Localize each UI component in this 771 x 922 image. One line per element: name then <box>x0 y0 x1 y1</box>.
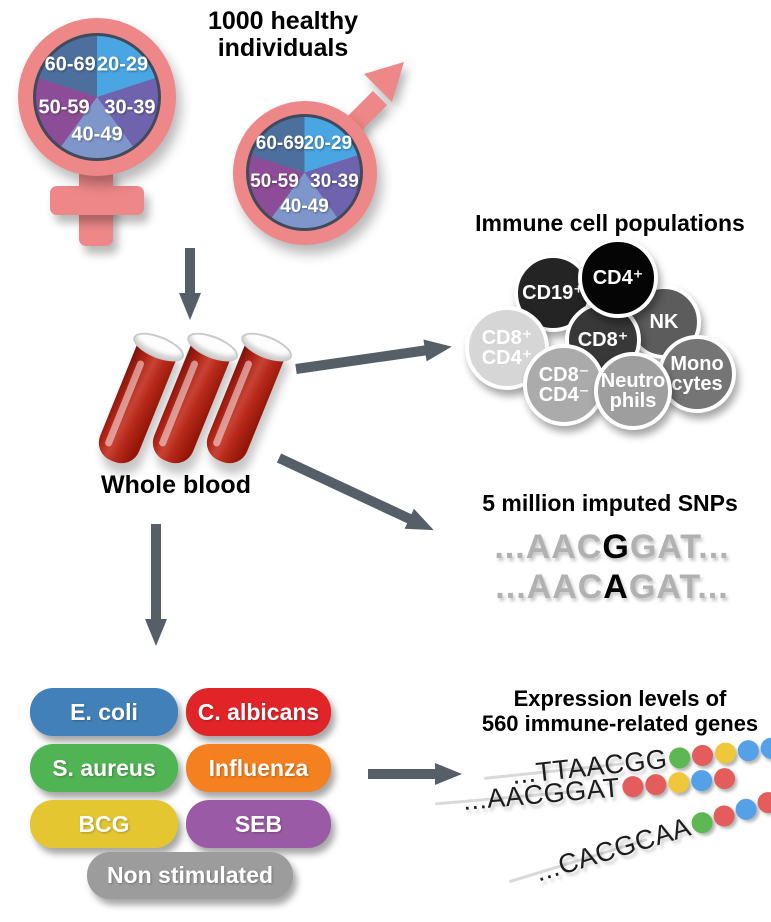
page-title-line2: individuals <box>217 34 349 62</box>
stimulus-pill-non-stimulated: Non stimulated <box>87 852 293 899</box>
expression-dot-red <box>710 802 738 829</box>
snp-sequence-1: ...AACGGAT... <box>462 528 762 567</box>
stimulus-pill-influenza: Influenza <box>186 744 331 792</box>
snp-variant: A <box>603 568 629 606</box>
expression-dot-blue <box>689 768 713 792</box>
blood-tubes-icon <box>93 326 296 473</box>
age-group-label-60-69: 60-69 <box>44 53 96 76</box>
expression-dot-blue <box>736 738 760 762</box>
age-group-label-20-29: 20-29 <box>97 53 149 76</box>
snps-title: 5 million imputed SNPs <box>482 490 738 516</box>
expression-title-line2: 560 immune-related genes <box>481 711 759 736</box>
stimulus-pill-seb: SEB <box>186 800 331 848</box>
expression-dot-blue <box>759 736 771 760</box>
female-age-pie: 20-29 30-39 40-49 50-59 60-69 <box>33 33 161 161</box>
expression-dot-green <box>688 809 716 836</box>
age-group-label-50-59: 50-59 <box>38 96 90 119</box>
strand-sequence: ...CACGCAA <box>531 811 695 887</box>
stimulus-pill-bcg: BCG <box>30 800 178 848</box>
whole-blood-label: Whole blood <box>101 471 251 499</box>
snp-sequence-2: ...AACAGAT... <box>462 568 762 607</box>
snp-pre: ...AAC <box>495 568 604 606</box>
expression-dot-red <box>754 788 771 816</box>
age-group-label-30-39: 30-39 <box>104 96 156 119</box>
expression-dot-red <box>690 743 715 767</box>
cell-cd19-pos: CD19⁺ <box>514 254 592 332</box>
expression-dot-red <box>712 766 736 790</box>
arrow-blood-to-snps <box>276 453 434 531</box>
expression-dot-blue <box>732 795 760 822</box>
male-age-pie: 20-29 30-39 40-49 50-59 60-69 <box>246 114 363 231</box>
expression-dot-yellow <box>713 741 737 765</box>
expression-title: Expression levels of 560 immune-related … <box>465 686 771 736</box>
age-group-label-40-49: 40-49 <box>280 195 329 217</box>
stimulus-pill-s-aureus: S. aureus <box>30 744 178 792</box>
expression-dot-red <box>621 774 644 798</box>
page-title: 1000 healthy individuals <box>168 8 398 62</box>
expression-title-line1: Expression levels of <box>513 686 727 711</box>
cell-cd8-neg-cd4-neg: CD8⁻ CD4⁻ <box>523 344 605 426</box>
stimulus-pill-e-coli: E. coli <box>30 688 178 736</box>
cell-cd4-pos: CD4⁺ <box>578 238 658 318</box>
cell-neutrophils: Neutro phils <box>594 352 672 430</box>
expression-dot-yellow <box>666 770 690 794</box>
snp-post: GAT... <box>629 528 730 566</box>
female-symbol-crossbar <box>50 186 144 215</box>
age-group-label-50-59: 50-59 <box>250 171 299 193</box>
snp-post: GAT... <box>628 568 729 606</box>
age-group-label-30-39: 30-39 <box>310 171 359 193</box>
page-title-line1: 1000 healthy <box>207 7 359 35</box>
snp-variant: G <box>602 528 630 566</box>
expression-dot-red <box>643 772 667 796</box>
age-group-label-60-69: 60-69 <box>255 132 305 154</box>
snp-pre: ...AAC <box>494 528 603 566</box>
age-group-label-40-49: 40-49 <box>71 123 123 146</box>
age-group-label-20-29: 20-29 <box>303 132 353 154</box>
stimulus-pill-c-albicans: C. albicans <box>186 688 331 736</box>
immune-populations-title: Immune cell populations <box>475 210 745 236</box>
arrow-blood-to-cells <box>295 339 452 374</box>
